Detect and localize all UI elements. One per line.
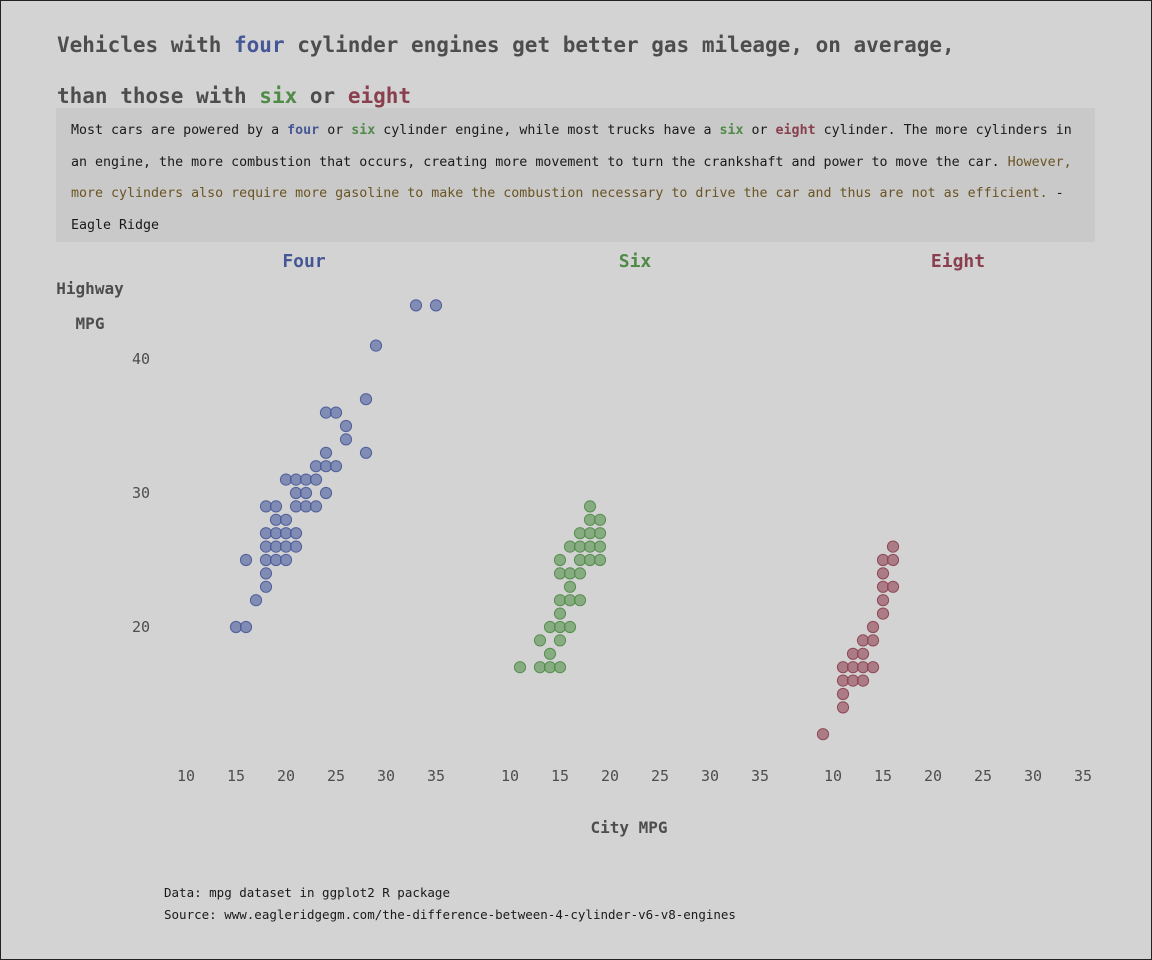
data-point-six	[593, 540, 607, 553]
data-point-eight	[836, 687, 850, 701]
data-point-four	[239, 620, 253, 634]
x-tick-label: 10	[824, 767, 842, 785]
title-four: four	[234, 33, 285, 57]
data-point-six	[593, 527, 607, 540]
data-point-eight	[886, 553, 900, 567]
data-point-six	[563, 580, 577, 593]
footer-source: Source: www.eagleridgegm.com/the-differe…	[164, 907, 736, 922]
y-axis-title-line-1: Highway	[56, 279, 124, 298]
y-tick-label: 30	[132, 484, 150, 502]
data-point-four	[299, 486, 313, 500]
data-point-four	[339, 433, 353, 446]
data-point-four	[339, 419, 353, 433]
data-point-four	[259, 567, 273, 580]
x-tick-label: 25	[651, 767, 669, 785]
panel-title-eight: Eight	[931, 251, 985, 272]
panel-title-four: Four	[282, 251, 326, 272]
data-point-eight	[836, 701, 850, 714]
x-tick-label: 20	[601, 767, 619, 785]
data-point-six	[513, 661, 527, 674]
data-point-six	[573, 594, 587, 607]
data-point-eight	[876, 607, 890, 620]
data-point-four	[329, 460, 343, 473]
data-point-four	[279, 513, 293, 526]
data-point-four	[309, 500, 323, 513]
x-tick-label: 10	[177, 767, 195, 785]
x-axis-title: City MPG	[590, 818, 667, 837]
data-point-six	[593, 553, 607, 567]
x-tick-label: 25	[327, 767, 345, 785]
data-point-four	[329, 406, 343, 419]
description-box: Most cars are powered by a four or six c…	[56, 108, 1095, 242]
data-point-four	[289, 540, 303, 553]
y-tick-label: 40	[132, 350, 150, 368]
data-point-eight	[886, 580, 900, 593]
footer-data: Data: mpg dataset in ggplot2 R package	[164, 885, 450, 900]
x-tick-label: 35	[751, 767, 769, 785]
data-point-four	[239, 553, 253, 567]
data-point-eight	[866, 661, 880, 674]
data-point-eight	[866, 634, 880, 647]
data-point-four	[319, 486, 333, 500]
data-point-four	[359, 446, 373, 459]
title-eight: eight	[347, 84, 412, 108]
x-tick-label: 30	[1024, 767, 1042, 785]
data-point-eight	[886, 540, 900, 553]
x-tick-label: 20	[277, 767, 295, 785]
data-point-four	[289, 527, 303, 540]
data-point-six	[553, 607, 567, 620]
data-point-eight	[856, 647, 870, 660]
data-point-four	[429, 299, 443, 312]
data-point-six	[543, 647, 557, 660]
x-tick-label: 15	[551, 767, 569, 785]
x-tick-label: 10	[501, 767, 519, 785]
data-point-six	[593, 513, 607, 526]
y-axis-title-line-2: MPG	[76, 314, 105, 333]
data-point-eight	[856, 674, 870, 687]
data-point-six	[553, 661, 567, 674]
data-point-four	[269, 500, 283, 513]
data-point-eight	[876, 567, 890, 580]
data-point-six	[553, 553, 567, 567]
data-point-four	[309, 473, 323, 486]
data-point-four	[319, 446, 333, 459]
data-point-six	[583, 500, 597, 513]
title-six: six	[259, 84, 298, 108]
data-point-four	[249, 594, 263, 607]
chart-title-line-2: than those with six or eight	[57, 84, 412, 108]
data-point-eight	[866, 620, 880, 634]
x-tick-label: 15	[874, 767, 892, 785]
chart-title-line-1: Vehicles with four cylinder engines get …	[57, 33, 955, 57]
panel-title-six: Six	[619, 251, 652, 272]
data-point-eight	[876, 594, 890, 607]
data-point-six	[573, 567, 587, 580]
data-point-four	[409, 299, 423, 312]
x-tick-label: 35	[427, 767, 445, 785]
x-tick-label: 20	[924, 767, 942, 785]
x-tick-label: 35	[1074, 767, 1092, 785]
data-point-four	[359, 393, 373, 406]
data-point-four	[279, 553, 293, 567]
x-tick-label: 30	[701, 767, 719, 785]
data-point-six	[533, 634, 547, 647]
x-tick-label: 30	[377, 767, 395, 785]
y-tick-label: 20	[132, 618, 150, 636]
x-tick-label: 25	[974, 767, 992, 785]
data-point-eight	[816, 728, 830, 741]
description-note: However, more cylinders also require mor…	[71, 154, 1072, 202]
data-point-four	[369, 339, 383, 352]
data-point-six	[553, 634, 567, 647]
data-point-four	[259, 580, 273, 593]
data-point-six	[563, 620, 577, 634]
x-tick-label: 15	[227, 767, 245, 785]
